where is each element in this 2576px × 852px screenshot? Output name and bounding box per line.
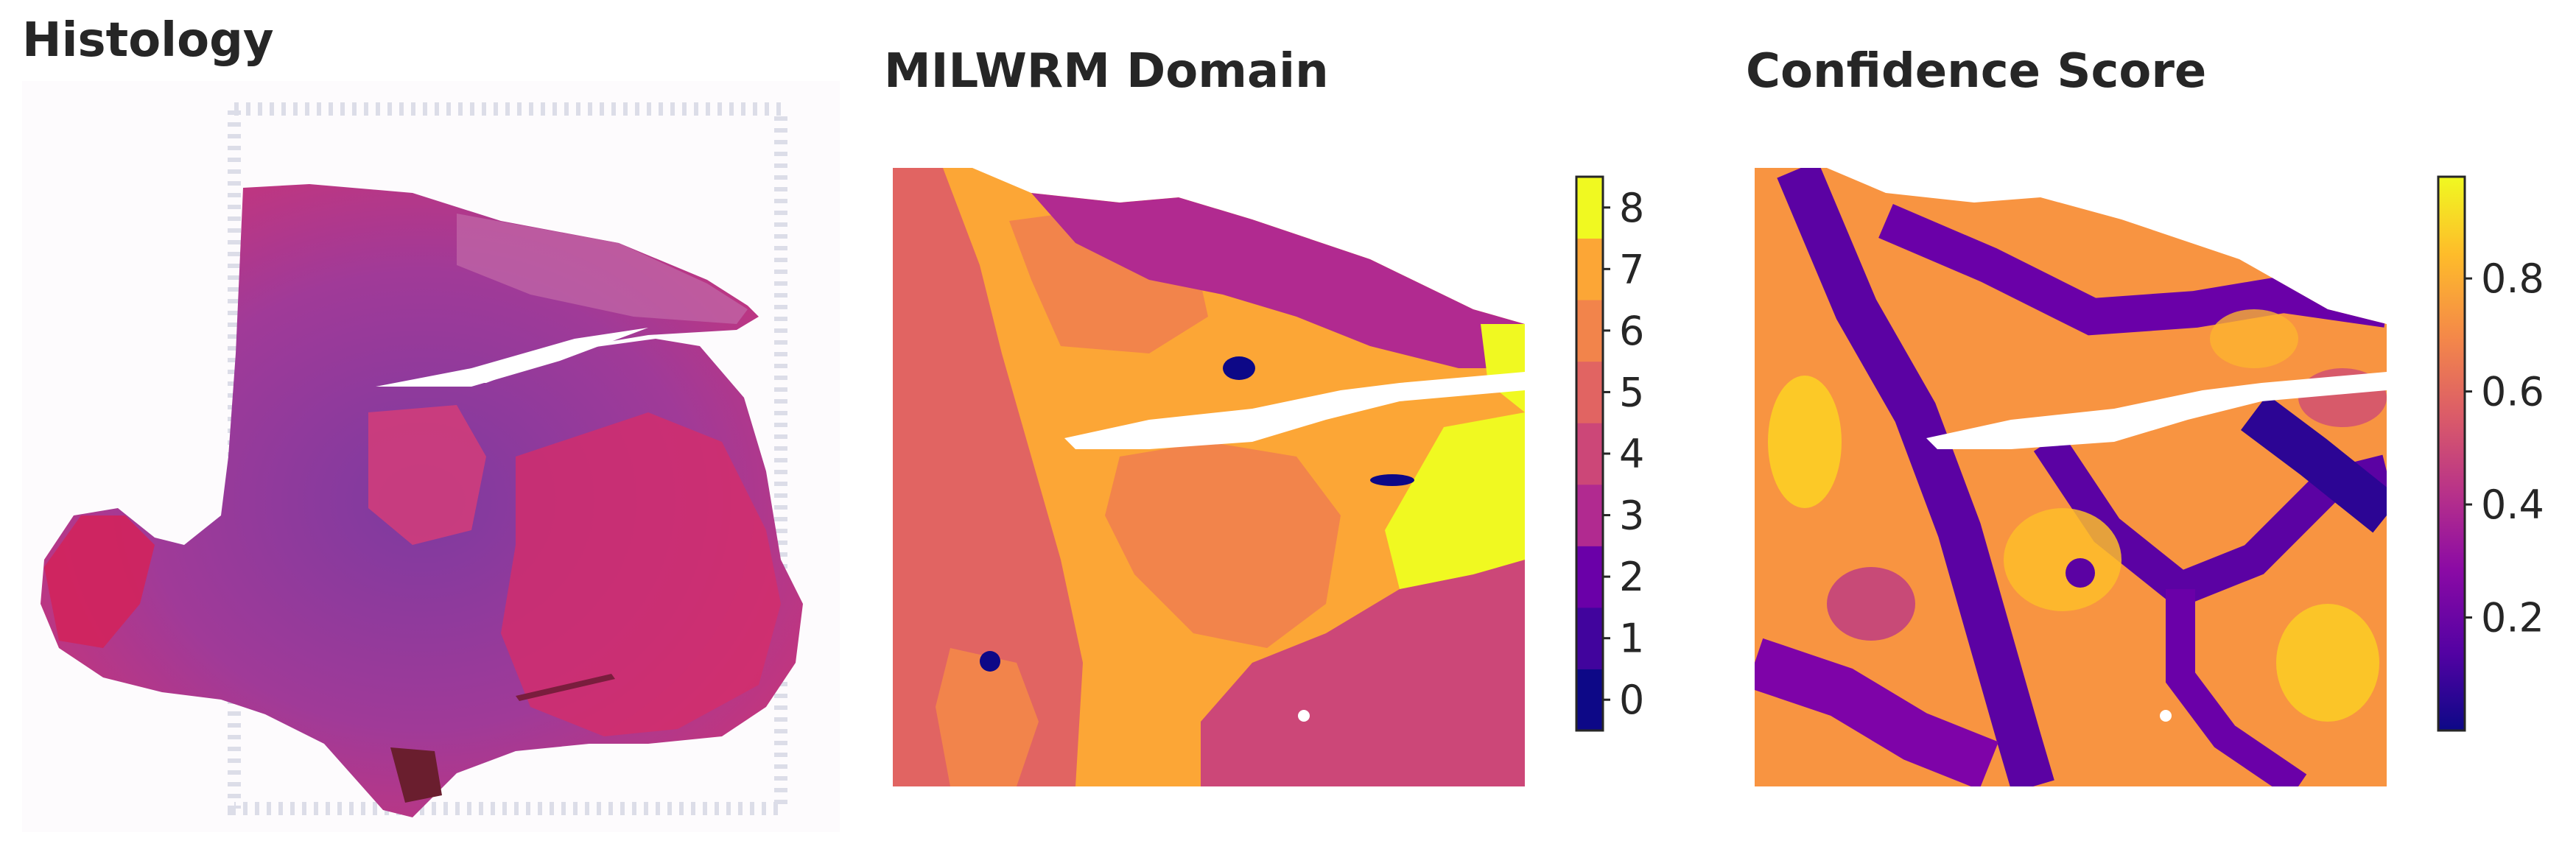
domain-region-6b <box>1105 442 1341 648</box>
domain-region-6c <box>936 648 1039 786</box>
confidence-colorbar-tick-label: 0.6 <box>2481 369 2544 415</box>
confidence-colorbar: 0.2 0.4 0.6 0.8 <box>2437 175 2544 732</box>
confidence-patch-c <box>2276 604 2379 722</box>
histology-image <box>22 81 840 832</box>
domain-colorbar-swatch-7 <box>1576 238 1603 300</box>
confidence-dot <box>2066 558 2095 588</box>
tissue-region-stroma <box>501 412 781 736</box>
confidence-colorbar-gradient <box>2437 175 2466 732</box>
domain-colorbar-tick-label: 2 <box>1619 554 1644 600</box>
domain-region-3 <box>1031 193 1525 368</box>
histology-title: Histology <box>22 13 274 68</box>
domain-region-5 <box>893 168 1083 786</box>
domain-region-4 <box>1201 560 1525 786</box>
domain-colorbar: 0 1 2 3 4 5 6 7 8 <box>1575 175 1644 732</box>
confidence-ridge-d <box>2166 589 2307 786</box>
confidence-map <box>1755 168 2387 786</box>
confidence-patch-a <box>1768 376 1842 508</box>
confidence-patch-e <box>1827 567 1915 641</box>
tissue-region-left <box>44 515 155 648</box>
confidence-ridge-a <box>1777 168 2054 786</box>
confidence-colorbar-tick-label: 0.4 <box>2481 482 2544 528</box>
domain-colorbar-tick-label: 5 <box>1619 369 1644 415</box>
domain-colorbar-swatch-5 <box>1576 361 1603 423</box>
domain-colorbar-swatch-1 <box>1576 607 1603 669</box>
domain-colorbar-swatch-8 <box>1576 177 1603 239</box>
domain-colorbar-tick-label: 6 <box>1619 308 1644 354</box>
capture-area-frame <box>228 102 787 815</box>
domain-colorbar-swatch-3 <box>1576 484 1603 546</box>
confidence-colorbar-tick-label: 0.8 <box>2481 256 2544 302</box>
domain-title: MILWRM Domain <box>884 44 1329 99</box>
domain-colorbar-swatch-4 <box>1576 423 1603 485</box>
confidence-tear <box>1926 372 2387 449</box>
domain-colorbar-swatch-6 <box>1576 300 1603 362</box>
tissue-region-pink <box>368 405 486 545</box>
domain-colorbar-tick-label: 0 <box>1619 677 1644 723</box>
tissue-tear <box>376 328 648 387</box>
confidence-ridge-e <box>2241 395 2387 533</box>
tissue-fragment <box>390 747 442 803</box>
domain-colorbar-tick-label: 3 <box>1619 493 1644 539</box>
confidence-colorbar-tick-label: 0.2 <box>2481 595 2544 641</box>
domain-region-0b <box>1370 474 1414 486</box>
domain-tear <box>1064 372 1525 449</box>
domain-region-0a <box>1223 356 1255 380</box>
confidence-patch-d <box>2210 309 2298 368</box>
domain-colorbar-tick-label: 4 <box>1619 431 1644 477</box>
domain-map <box>893 168 1525 786</box>
confidence-ridge-b <box>1878 204 2387 336</box>
domain-colorbar-tick-label: 8 <box>1619 185 1644 231</box>
tissue-fold <box>516 674 615 701</box>
confidence-patch-b <box>2004 508 2121 611</box>
confidence-ridge-f <box>1755 638 1998 786</box>
domain-region-0c <box>980 651 1000 672</box>
domain-colorbar-tick-label: 1 <box>1619 616 1644 662</box>
tissue-region-upper <box>457 214 748 324</box>
domain-gap <box>1298 710 1310 722</box>
confidence-title: Confidence Score <box>1746 44 2207 99</box>
domain-colorbar-tick-label: 7 <box>1619 246 1644 292</box>
confidence-gap <box>2160 710 2172 722</box>
domain-colorbar-swatch-0 <box>1576 669 1603 731</box>
domain-colorbar-swatch-2 <box>1576 546 1603 608</box>
domain-region-8b <box>1385 412 1525 589</box>
